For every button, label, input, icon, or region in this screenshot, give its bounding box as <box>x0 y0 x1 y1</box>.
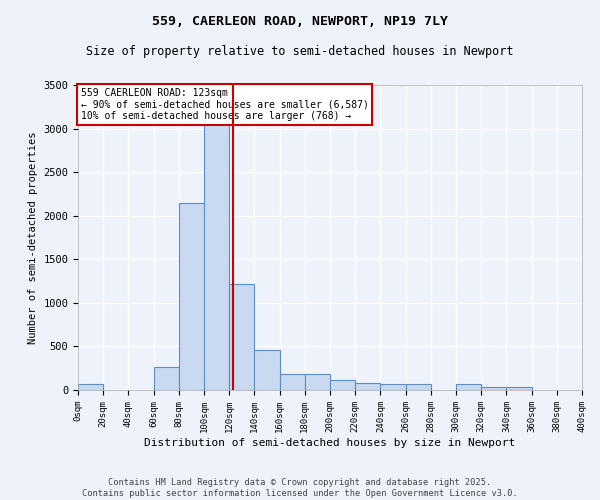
Bar <box>179 202 204 390</box>
Bar <box>330 380 355 390</box>
Bar <box>78 384 103 390</box>
Text: Contains HM Land Registry data © Crown copyright and database right 2025.
Contai: Contains HM Land Registry data © Crown c… <box>82 478 518 498</box>
Y-axis label: Number of semi-detached properties: Number of semi-detached properties <box>28 131 38 344</box>
Bar <box>280 374 305 390</box>
Bar <box>204 102 229 390</box>
Bar <box>154 368 179 390</box>
Bar <box>229 284 254 390</box>
Bar <box>355 384 380 390</box>
Bar <box>406 384 431 390</box>
X-axis label: Distribution of semi-detached houses by size in Newport: Distribution of semi-detached houses by … <box>145 438 515 448</box>
Text: 559 CAERLEON ROAD: 123sqm
← 90% of semi-detached houses are smaller (6,587)
10% : 559 CAERLEON ROAD: 123sqm ← 90% of semi-… <box>80 88 368 121</box>
Bar <box>380 384 406 390</box>
Bar <box>456 384 481 390</box>
Bar <box>481 388 506 390</box>
Bar <box>506 388 532 390</box>
Bar <box>305 374 330 390</box>
Text: 559, CAERLEON ROAD, NEWPORT, NP19 7LY: 559, CAERLEON ROAD, NEWPORT, NP19 7LY <box>152 15 448 28</box>
Text: Size of property relative to semi-detached houses in Newport: Size of property relative to semi-detach… <box>86 45 514 58</box>
Bar <box>254 350 280 390</box>
